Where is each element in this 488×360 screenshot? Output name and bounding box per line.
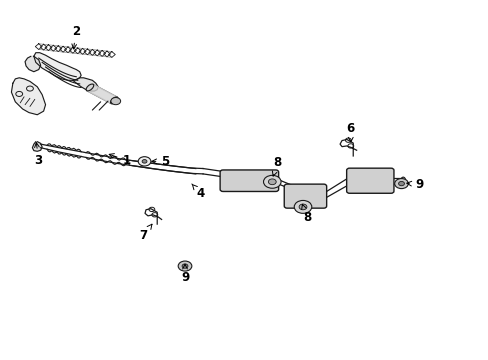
Circle shape xyxy=(398,181,404,186)
Circle shape xyxy=(394,179,407,189)
Text: 5: 5 xyxy=(151,155,169,168)
Polygon shape xyxy=(34,53,81,80)
Circle shape xyxy=(111,98,121,105)
Text: 6: 6 xyxy=(346,122,354,142)
Polygon shape xyxy=(32,141,42,151)
Text: 7: 7 xyxy=(139,224,152,242)
FancyBboxPatch shape xyxy=(346,168,393,193)
Polygon shape xyxy=(25,56,41,72)
Circle shape xyxy=(268,179,276,185)
FancyBboxPatch shape xyxy=(284,184,326,208)
Text: 9: 9 xyxy=(406,178,422,191)
Text: 4: 4 xyxy=(191,184,204,200)
Text: 3: 3 xyxy=(35,143,43,167)
Text: 2: 2 xyxy=(72,25,80,49)
Polygon shape xyxy=(87,84,117,104)
Circle shape xyxy=(138,157,151,166)
Circle shape xyxy=(294,201,311,213)
FancyBboxPatch shape xyxy=(220,170,278,192)
Circle shape xyxy=(299,204,306,210)
Ellipse shape xyxy=(400,177,405,184)
Polygon shape xyxy=(11,78,45,115)
Text: 1: 1 xyxy=(109,154,130,167)
Circle shape xyxy=(182,264,187,268)
Text: 8: 8 xyxy=(272,156,281,176)
Circle shape xyxy=(142,159,147,163)
Ellipse shape xyxy=(110,97,118,104)
Text: 9: 9 xyxy=(181,264,189,284)
Circle shape xyxy=(178,261,191,271)
Text: 8: 8 xyxy=(301,204,310,224)
Polygon shape xyxy=(73,78,98,91)
Circle shape xyxy=(263,175,281,188)
Ellipse shape xyxy=(86,84,94,91)
